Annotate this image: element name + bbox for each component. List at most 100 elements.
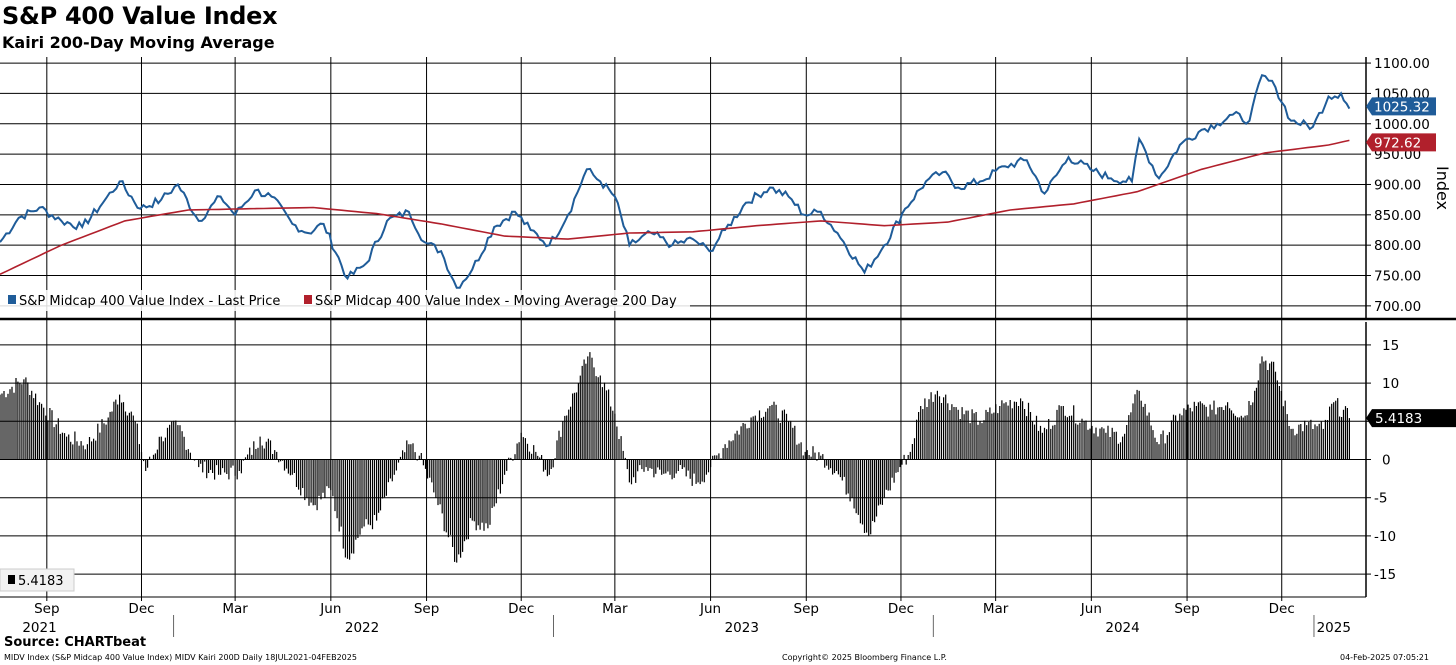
kairi-bar bbox=[283, 459, 286, 471]
kairi-bar bbox=[420, 453, 422, 460]
kairi-bar bbox=[134, 421, 136, 460]
kairi-bar bbox=[318, 459, 320, 496]
kairi-bar bbox=[1322, 428, 1324, 460]
kairi-bar bbox=[101, 419, 103, 460]
kairi-bar bbox=[259, 436, 261, 460]
kairi-bar bbox=[581, 365, 583, 460]
moving-average-tag bbox=[1366, 133, 1436, 152]
kairi-bar bbox=[922, 409, 924, 460]
kairi-bar bbox=[338, 459, 340, 532]
kairi-bar bbox=[1089, 428, 1091, 460]
kairi-bar bbox=[859, 459, 861, 524]
kairi-bar bbox=[113, 401, 115, 460]
year-label: 2025 bbox=[1317, 620, 1351, 636]
kairi-bar bbox=[177, 425, 179, 460]
kairi-bar bbox=[630, 459, 633, 485]
kairi-bar bbox=[1119, 442, 1122, 460]
kairi-bar bbox=[913, 438, 916, 460]
kairi-bar bbox=[818, 452, 820, 460]
kairi-bar bbox=[29, 395, 31, 460]
kairi-bar bbox=[230, 459, 232, 468]
legend-box bbox=[0, 290, 690, 311]
kairi-bar bbox=[173, 420, 175, 460]
kairi-bar bbox=[485, 459, 487, 524]
kairi-bar bbox=[1331, 403, 1333, 460]
kairi-bar bbox=[773, 401, 775, 460]
kairi-bar bbox=[556, 440, 558, 460]
kairi-bar bbox=[103, 423, 105, 460]
kairi-bar bbox=[814, 452, 816, 460]
kairi-bar bbox=[1054, 424, 1056, 460]
kairi-bar bbox=[379, 459, 382, 511]
kairi-bar bbox=[1310, 419, 1312, 460]
kairi-bar bbox=[1175, 415, 1177, 460]
kairi-bar bbox=[798, 443, 800, 460]
kairi-bar bbox=[558, 430, 560, 460]
kairi-bar bbox=[597, 377, 599, 460]
kairi-bar bbox=[31, 390, 33, 460]
kairi-bar bbox=[55, 424, 57, 460]
kairi-bar bbox=[1306, 425, 1308, 460]
kairi-bar bbox=[936, 390, 938, 460]
kairi-bar bbox=[57, 418, 59, 460]
kairi-bar bbox=[1170, 420, 1173, 460]
kairi-bar bbox=[336, 459, 338, 519]
kairi-bar bbox=[1225, 405, 1227, 460]
kairi-bar bbox=[483, 459, 485, 531]
kairi-bar bbox=[189, 452, 191, 460]
kairi-bar bbox=[1296, 433, 1298, 460]
kairi-bar bbox=[707, 459, 710, 473]
kairi-bar bbox=[437, 459, 439, 506]
kairi-bar bbox=[234, 459, 236, 476]
kairi-bar bbox=[744, 423, 746, 460]
kairi-bar bbox=[951, 404, 953, 460]
kairi-bar bbox=[105, 424, 107, 460]
legend-swatch bbox=[8, 295, 16, 304]
kairi-bar bbox=[140, 452, 143, 460]
kairi-bar bbox=[1009, 400, 1011, 460]
kairi-bar bbox=[1077, 424, 1079, 460]
kairi-bar bbox=[216, 459, 218, 466]
kairi-bar bbox=[1223, 410, 1225, 460]
kairi-bar bbox=[162, 441, 164, 460]
footer-copyright: Copyright© 2025 Bloomberg Finance L.P. bbox=[782, 653, 947, 662]
kairi-bar bbox=[408, 444, 410, 460]
kairi-bar bbox=[15, 378, 17, 460]
kairi-bar bbox=[269, 440, 272, 460]
kairi-bar bbox=[51, 410, 53, 460]
kairi-bar bbox=[293, 459, 295, 473]
kairi-bar bbox=[572, 393, 574, 460]
kairi-bar bbox=[673, 459, 675, 478]
kairi-bar bbox=[679, 459, 681, 465]
kairi-bar bbox=[465, 459, 468, 540]
kairi-bar bbox=[752, 416, 754, 460]
kairi-bar bbox=[687, 459, 689, 471]
kairi-bar bbox=[261, 445, 263, 460]
kairi-bar bbox=[1052, 425, 1054, 460]
kairi-bar bbox=[1062, 406, 1064, 460]
kairi-bar bbox=[169, 424, 171, 460]
kairi-bar bbox=[300, 459, 302, 496]
kairi-bar bbox=[537, 455, 539, 460]
kairi-bar bbox=[272, 454, 274, 460]
kairi-bar bbox=[843, 459, 845, 477]
kairi-bar bbox=[895, 459, 897, 473]
kairi-bar bbox=[1083, 421, 1085, 460]
kairi-bar bbox=[1158, 444, 1160, 460]
kairi-bar bbox=[608, 389, 610, 460]
kairi-bar bbox=[1095, 427, 1097, 460]
kairi-bar bbox=[866, 459, 868, 533]
kairi-bar bbox=[1022, 401, 1024, 460]
kairi-bar bbox=[1267, 370, 1269, 460]
kairi-bar bbox=[999, 406, 1001, 460]
kairi-bar bbox=[1265, 360, 1267, 460]
kairi-bar bbox=[143, 459, 145, 462]
kairi-bar bbox=[677, 459, 679, 471]
kairi-bar bbox=[669, 459, 671, 475]
kairi-bar bbox=[1115, 431, 1117, 460]
kairi-bar bbox=[918, 412, 920, 460]
kairi-bar bbox=[1109, 437, 1111, 460]
kairi-bar bbox=[616, 426, 618, 460]
x-tick-label: Mar bbox=[983, 601, 1009, 617]
kairi-bar bbox=[699, 459, 701, 485]
